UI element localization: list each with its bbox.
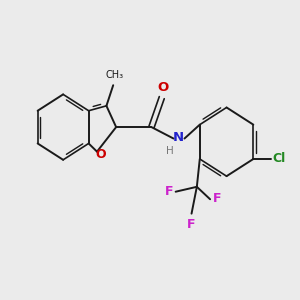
Text: O: O — [95, 148, 106, 161]
Text: CH₃: CH₃ — [106, 70, 124, 80]
Text: F: F — [165, 184, 173, 198]
Text: Cl: Cl — [272, 152, 286, 165]
Text: F: F — [212, 192, 221, 205]
Text: H: H — [166, 146, 174, 156]
Text: N: N — [172, 131, 184, 144]
Text: O: O — [158, 81, 169, 94]
Text: F: F — [187, 218, 196, 231]
